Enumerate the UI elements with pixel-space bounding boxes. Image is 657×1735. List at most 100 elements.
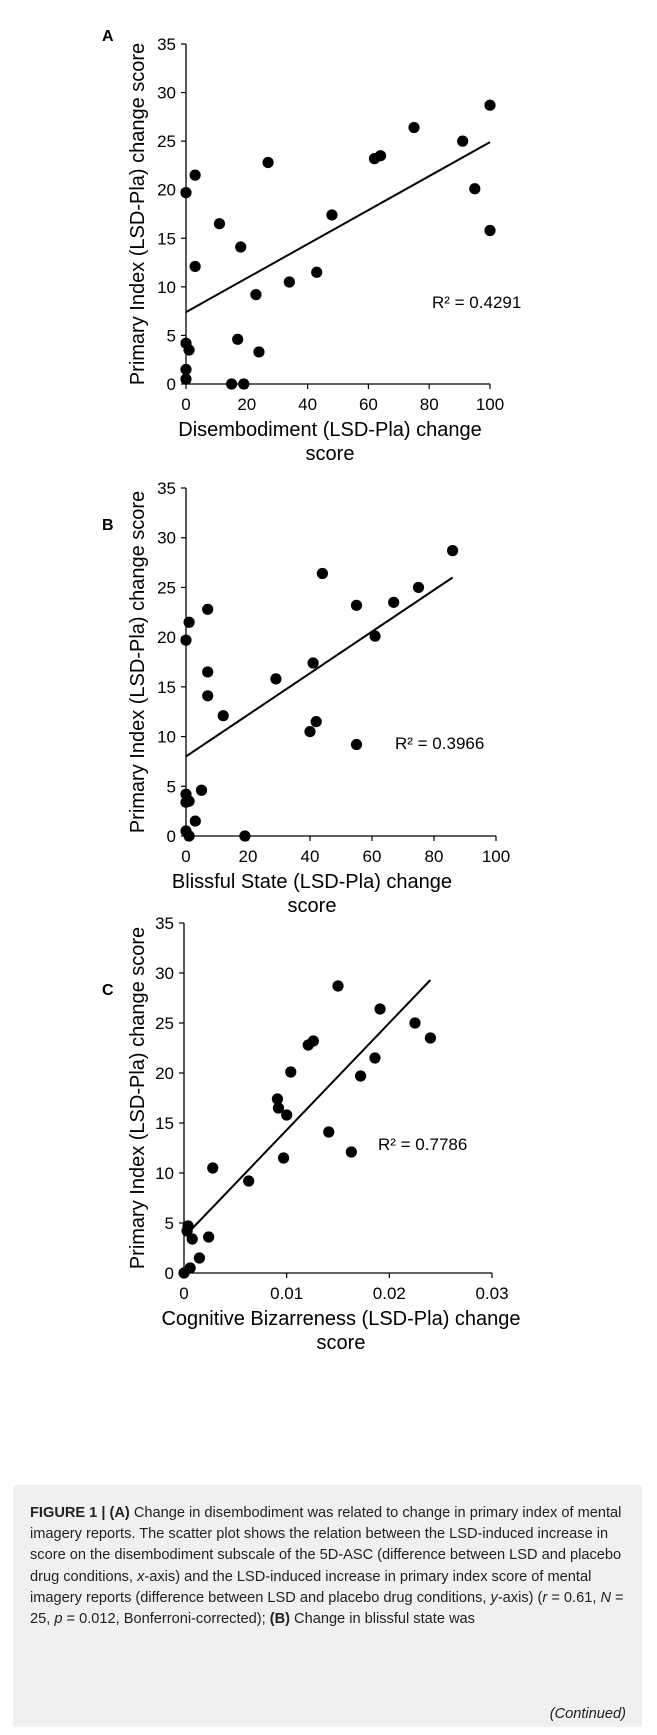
panel-c-r2-label: R² = 0.7786 — [378, 1135, 467, 1154]
panel-b-data-point — [189, 815, 201, 827]
panel-b-data-point — [202, 666, 214, 678]
panel-c-data-point — [409, 1017, 421, 1029]
panel-c-data-point — [369, 1052, 381, 1064]
panel-a-y-tick-label: 20 — [157, 181, 176, 200]
panel-c-data-point — [374, 1003, 386, 1015]
panel-a-x-tick-label: 20 — [237, 395, 256, 414]
panel-a-data-point — [250, 289, 262, 301]
panel-b-group: 0 5 10 15 20 25 30 35 0 20 40 60 80 100 R² = 0.3966 Bli… — [127, 479, 510, 917]
panel-c-y-tick-label: 25 — [155, 1014, 174, 1033]
panel-b-data-point — [412, 581, 425, 594]
panel-b-data-point — [202, 690, 214, 702]
panel-a-y-tick-label: 30 — [157, 84, 176, 103]
caption-n-symbol: N — [600, 1589, 611, 1606]
panel-c-y-tick-label: 35 — [155, 914, 174, 933]
panel-b-data-point — [183, 830, 195, 842]
caption-x-word: x — [137, 1568, 145, 1585]
panel-a-x-tick-label: 80 — [420, 395, 439, 414]
panel-a-data-point — [180, 363, 192, 376]
panel-b-data-point — [239, 830, 251, 842]
panel-b-data-point — [180, 634, 192, 646]
panel-a-x-axis-label-line1: Disembodiment (LSD-Pla) change — [178, 419, 481, 441]
panel-c-data-point — [354, 1070, 367, 1082]
caption-panel-b: (B) — [269, 1611, 290, 1628]
panel-c-data-point — [207, 1162, 219, 1174]
panel-c-y-tick-label: 30 — [155, 964, 174, 983]
panel-c-data-point — [243, 1175, 255, 1187]
panel-a-x-axis-label-line2: score — [306, 443, 355, 465]
panel-a-x-tick-label: 40 — [298, 395, 317, 414]
caption-text: FIGURE 1 | (A) Change in disembodiment w… — [30, 1503, 626, 1630]
panel-a-data-point — [469, 183, 481, 195]
panel-b-data-point — [350, 738, 363, 751]
panel-a-y-tick-label: 10 — [157, 278, 176, 297]
panel-c-y-axis-label: Primary Index (LSD-Pla) change score — [127, 927, 149, 1269]
caption-p-symbol: p — [54, 1611, 63, 1628]
panel-letter-b: B — [102, 517, 114, 534]
caption-r-value: = 0.61, — [547, 1589, 597, 1606]
panel-b-x-tick-label: 80 — [425, 847, 444, 866]
figure-caption: FIGURE 1 | (A) Change in disembodiment w… — [13, 1485, 642, 1727]
panel-c-group: 0 5 10 15 20 25 30 35 0 0.01 0.02 0.03 R² = 0.7786 Co… — [127, 914, 521, 1354]
panel-a-data-point — [311, 266, 323, 278]
panel-c-data-point — [184, 1262, 196, 1274]
panel-c-x-axis-label-line1: Cognitive Bizarreness (LSD-Pla) change — [161, 1308, 520, 1330]
panel-b-r2-label: R² = 0.3966 — [395, 734, 484, 753]
panel-c-data-point — [277, 1152, 290, 1164]
panel-a-data-point — [484, 224, 496, 237]
caption-body-c: -axis) ( — [497, 1589, 543, 1606]
caption-continued: (Continued) — [549, 1706, 626, 1722]
panel-a-y-tick-label: 15 — [157, 229, 176, 248]
panel-b-data-point — [202, 603, 214, 615]
panel-b-x-tick-label: 0 — [181, 847, 190, 866]
panel-c-x-tick-label: 0.01 — [270, 1284, 303, 1303]
panel-b-x-axis-label-line2: score — [288, 895, 337, 917]
panel-a-data-point — [457, 135, 469, 147]
panel-a-r2-label: R² = 0.4291 — [432, 293, 521, 312]
caption-body-d: Change in blissful state was — [290, 1611, 475, 1628]
panel-c-data-point — [272, 1102, 285, 1114]
panel-c-data-point — [345, 1146, 357, 1158]
panel-b-y-tick-label: 15 — [157, 678, 176, 697]
panel-b-y-tick-label: 30 — [157, 529, 176, 548]
panel-b-y-axis-label: Primary Index (LSD-Pla) change score — [127, 491, 149, 833]
panel-c-x-axis-label-line2: score — [317, 1332, 366, 1354]
panel-b-x-tick-label: 100 — [482, 847, 510, 866]
panel-a-data-point — [226, 378, 238, 390]
panel-b-x-tick-label: 60 — [363, 847, 382, 866]
panel-c-data-point — [424, 1032, 436, 1044]
panel-a-y-tick-label: 0 — [167, 375, 176, 394]
panel-letter-a: A — [102, 28, 114, 45]
panel-letter-c: C — [102, 982, 114, 999]
panel-a-data-point — [189, 169, 201, 181]
panel-b-data-point — [310, 716, 322, 728]
panel-b-y-tick-label: 20 — [157, 628, 176, 647]
panel-a-y-axis-label: Primary Index (LSD-Pla) change score — [127, 43, 149, 385]
panel-c-x-tick-label: 0 — [179, 1284, 188, 1303]
panel-b-y-tick-label: 10 — [157, 728, 176, 747]
panel-c-data-point — [323, 1126, 335, 1138]
panel-a-data-point — [235, 241, 247, 253]
panel-b-data-point — [183, 795, 195, 807]
panel-a-y-tick-label: 25 — [157, 132, 176, 151]
panel-b-y-tick-label: 35 — [157, 479, 176, 498]
caption-body-b: -axis) and the LSD-induced increase in p… — [30, 1568, 592, 1606]
panel-b-data-point — [307, 657, 319, 669]
panel-b-data-point — [217, 710, 229, 722]
panel-a-data-point — [183, 344, 195, 356]
panel-b-x-axis-label-line1: Blissful State (LSD-Pla) change — [172, 871, 452, 893]
panel-c-data-point — [307, 1035, 319, 1047]
panel-c-data-point — [182, 1220, 194, 1232]
panel-c-y-tick-label: 20 — [155, 1064, 174, 1083]
panel-b-data-point — [304, 726, 316, 738]
panel-b-data-point — [183, 616, 195, 628]
panel-a-x-tick-label: 60 — [359, 395, 378, 414]
panel-b-data-point — [316, 567, 328, 580]
panel-a-trendline — [185, 141, 491, 313]
panel-a-data-point — [189, 260, 201, 273]
panel-a-data-point — [283, 276, 295, 288]
panel-a-x-tick-label: 100 — [476, 395, 504, 414]
panel-b-data-point — [447, 545, 459, 557]
panel-c-y-tick-label: 0 — [165, 1264, 174, 1283]
